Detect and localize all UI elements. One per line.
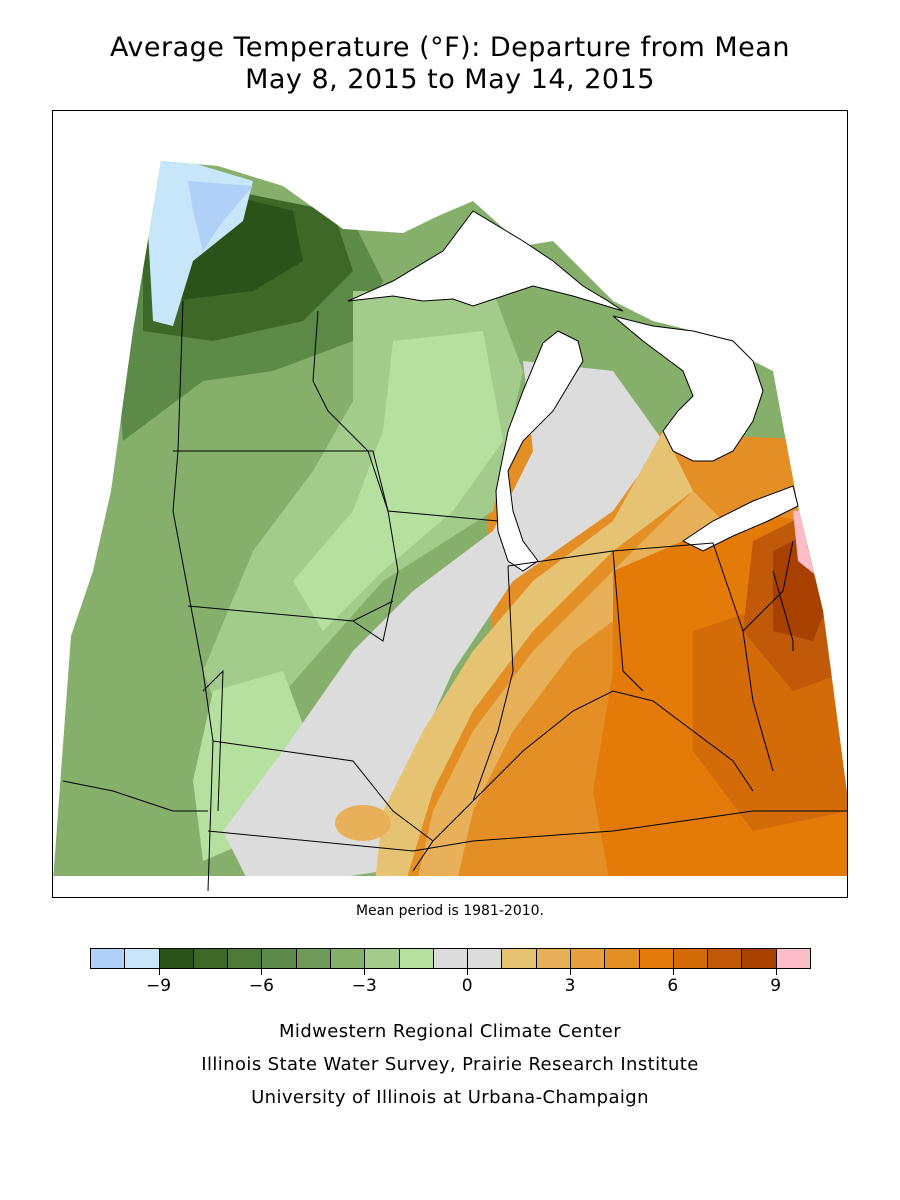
- legend-swatch: [124, 948, 160, 969]
- color-legend: [90, 948, 811, 970]
- legend-swatch: [741, 948, 777, 969]
- legend-swatch: [501, 948, 537, 969]
- legend-swatch: [261, 948, 297, 969]
- legend-swatch: [90, 948, 126, 969]
- legend-tick: [775, 969, 777, 975]
- legend-swatch: [775, 948, 811, 969]
- legend-swatch: [570, 948, 606, 969]
- temperature-departure-map: [53, 161, 847, 892]
- legend-swatch: [295, 948, 331, 969]
- map-title: Average Temperature (°F): Departure from…: [110, 32, 790, 63]
- legend-tick: [261, 969, 263, 975]
- lake-michigan: [495, 330, 584, 572]
- legend-swatch: [535, 948, 571, 969]
- legend-swatch: [364, 948, 400, 969]
- legend-tick-label: 6: [667, 976, 679, 996]
- legend-tick-label: −6: [248, 976, 274, 996]
- legend-swatch: [227, 948, 263, 969]
- legend-tick: [570, 969, 571, 975]
- legend-tick-label: −9: [146, 976, 172, 996]
- legend-swatch: [398, 948, 434, 969]
- legend-tick-label: 3: [564, 976, 576, 996]
- lake-superior: [347, 210, 624, 312]
- map-date-range: May 8, 2015 to May 14, 2015: [245, 64, 655, 95]
- legend-tick-label: 0: [461, 976, 473, 996]
- lake-erie: [682, 485, 799, 552]
- legend-tick-label: 9: [770, 976, 782, 996]
- legend-tick-label: −3: [351, 976, 377, 996]
- legend-tick: [672, 969, 674, 975]
- departure-shading: [53, 161, 847, 881]
- lake-huron: [612, 315, 764, 462]
- legend-tick: [158, 969, 160, 975]
- legend-swatch: [192, 948, 229, 969]
- credit-mrcc: Midwestern Regional Climate Center: [278, 1021, 622, 1042]
- legend-tick: [364, 969, 366, 975]
- great-lakes: [347, 210, 799, 572]
- legend-tick: [467, 969, 469, 975]
- map-frame: [52, 110, 848, 898]
- state-borders: [62, 300, 847, 892]
- credit-isws: Illinois State Water Survey, Prairie Res…: [201, 1054, 699, 1075]
- legend-swatch: [467, 948, 503, 969]
- credit-uiuc: University of Illinois at Urbana-Champai…: [251, 1087, 649, 1108]
- legend-swatch: [707, 948, 743, 969]
- legend-swatch: [330, 948, 366, 969]
- legend-swatch: [432, 948, 469, 969]
- mean-period-note: Mean period is 1981-2010.: [355, 903, 545, 919]
- legend-swatch: [672, 948, 709, 969]
- legend-swatch: [604, 948, 640, 969]
- legend-swatch: [158, 948, 194, 969]
- legend-swatch: [638, 948, 674, 969]
